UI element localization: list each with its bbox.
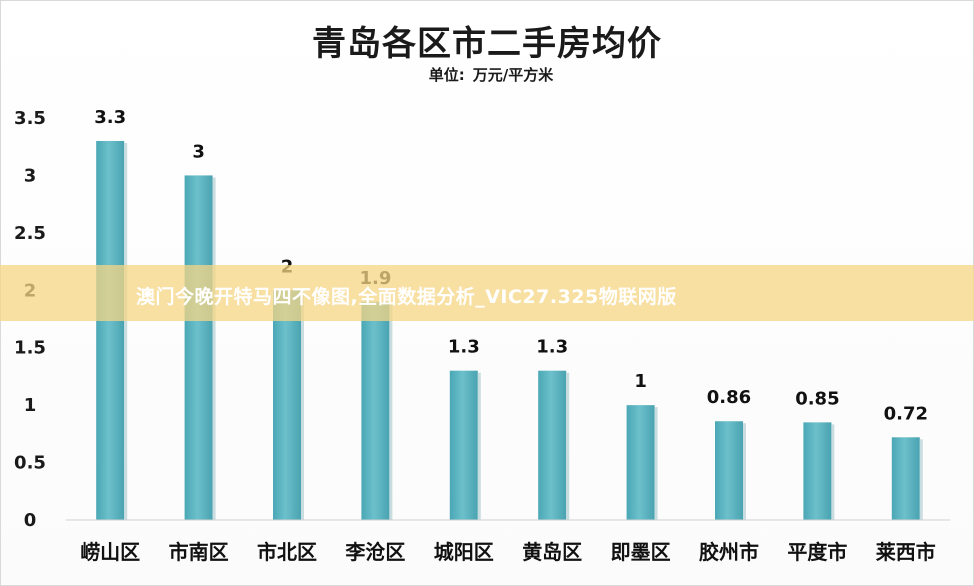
y-tick-label: 3	[24, 165, 37, 186]
y-tick-label: 3.5	[14, 108, 46, 129]
bar	[184, 175, 213, 520]
overlay-banner	[0, 265, 974, 321]
bar-shadow	[477, 372, 481, 520]
bar-shadow	[831, 424, 835, 520]
category-label: 李沧区	[344, 540, 405, 564]
data-label: 0.72	[884, 403, 928, 424]
category-label: 崂山区	[80, 540, 140, 564]
bar	[538, 370, 567, 520]
category-label: 市北区	[257, 540, 317, 564]
category-label: 莱西市	[876, 540, 936, 564]
bar-shadow	[389, 303, 393, 520]
bar	[803, 422, 832, 520]
bar-shadow	[212, 177, 216, 520]
data-label: 1.3	[448, 337, 480, 358]
y-tick-label: 0	[24, 510, 37, 531]
category-label: 胶州市	[699, 540, 759, 564]
unit-prefix: 单位:	[428, 66, 465, 84]
y-tick-label: 1.5	[14, 338, 46, 359]
data-label: 1	[634, 371, 647, 392]
category-label: 黄岛区	[522, 540, 582, 564]
data-label: 3.3	[94, 107, 126, 128]
category-label: 平度市	[787, 540, 847, 564]
bar-shadow	[743, 423, 746, 520]
data-label: 0.86	[707, 387, 751, 408]
bar	[273, 290, 301, 520]
bar-shadow	[919, 439, 923, 520]
bar	[449, 370, 478, 520]
y-tick-label: 2.5	[14, 223, 46, 244]
bar-shadow	[654, 407, 658, 520]
unit-label: 万元/平方米	[472, 66, 554, 84]
overlay-banner-text: 澳门今晚开特马四不像图,全面数据分析_VIC27.325物联网版	[136, 286, 677, 308]
bar-shadow	[124, 142, 128, 520]
bar-shadow	[301, 292, 304, 520]
bar	[361, 301, 390, 520]
data-label: 1.3	[536, 337, 568, 358]
category-label: 城阳区	[434, 540, 494, 564]
category-label: 即墨区	[611, 540, 671, 564]
y-tick-label: 0.5	[14, 453, 46, 474]
data-label: 0.85	[795, 388, 839, 409]
bar-shadow	[566, 372, 570, 520]
chart-title: 青岛各区市二手房均价	[312, 24, 662, 64]
bar	[891, 437, 920, 520]
bar	[715, 421, 743, 520]
y-tick-label: 1	[24, 395, 37, 416]
data-label: 3	[192, 141, 205, 162]
category-label: 市南区	[169, 540, 229, 564]
bar	[626, 405, 655, 520]
bar	[96, 140, 125, 520]
chart-subtitle: 单位: 万元/平方米	[0, 64, 974, 85]
